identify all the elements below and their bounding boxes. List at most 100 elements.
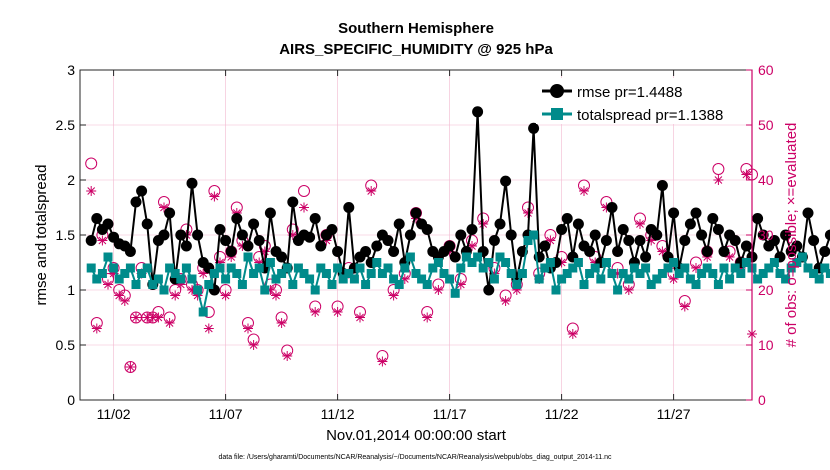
totalspread-point [523, 236, 533, 245]
totalspread-point [355, 263, 365, 273]
totalspread-point [176, 274, 186, 284]
totalspread-point [400, 263, 410, 273]
totalspread-point [467, 258, 477, 267]
rmse-point [740, 240, 752, 252]
rmse-point [589, 229, 601, 241]
y-left-tick-label: 2.5 [56, 117, 76, 133]
rmse-point [712, 224, 724, 235]
rmse-point [164, 207, 176, 219]
totalspread-point [590, 263, 600, 273]
rmse-point [572, 218, 584, 230]
obs-evaluated-point [203, 323, 214, 334]
totalspread-point [713, 280, 723, 289]
totalspread-point [114, 274, 124, 284]
y-left-tick-label: 0 [67, 392, 75, 408]
totalspread-point [534, 274, 544, 284]
totalspread-point [478, 263, 488, 273]
totalspread-point [372, 258, 382, 267]
rmse-point [802, 207, 814, 219]
totalspread-point [86, 263, 96, 273]
totalspread-point [607, 269, 617, 278]
rmse-point [253, 235, 265, 246]
rmse-point [141, 218, 153, 230]
rmse-point [388, 246, 400, 257]
totalspread-point [753, 274, 763, 284]
legend-label-rmse: rmse pr=1.4488 [577, 84, 682, 101]
rmse-point [248, 218, 260, 230]
totalspread-point [708, 269, 718, 278]
rmse-point [623, 235, 635, 246]
totalspread-point [691, 280, 701, 289]
y-right-tick-label: 40 [758, 172, 774, 188]
totalspread-point [473, 252, 483, 262]
rmse-point [780, 229, 792, 241]
totalspread-point [221, 274, 231, 284]
totalspread-point [506, 269, 516, 278]
y-left-tick-label: 2 [67, 172, 75, 188]
totalspread-point [680, 263, 690, 273]
rmse-point [600, 235, 612, 246]
rmse-point [326, 224, 338, 235]
obs-evaluated-point [713, 175, 724, 185]
totalspread-point [624, 274, 634, 284]
totalspread-point [445, 274, 455, 284]
obs-evaluated-point [741, 169, 752, 180]
obs-evaluated-point [276, 318, 287, 328]
totalspread-point [573, 258, 583, 267]
rmse-point [186, 177, 198, 189]
totalspread-point [495, 252, 505, 262]
rmse-point [640, 251, 652, 263]
totalspread-point [282, 263, 292, 273]
totalspread-point [769, 258, 779, 267]
rmse-point [158, 229, 170, 241]
totalspread-point [349, 274, 359, 284]
totalspread-point [825, 269, 830, 278]
totalspread-point [702, 263, 712, 273]
obs-evaluated-point [366, 186, 377, 196]
totalspread-point [153, 274, 163, 284]
legend-label-totalspread: totalspread pr=1.1388 [577, 107, 723, 124]
x-tick-label: 11/12 [321, 406, 355, 422]
rmse-point [236, 229, 248, 241]
rmse-point [819, 246, 830, 257]
totalspread-point [758, 269, 768, 278]
obs-evaluated-point [91, 323, 102, 334]
totalspread-point [226, 263, 236, 273]
obs-evaluated-point [248, 340, 259, 350]
totalspread-point [456, 263, 466, 273]
totalspread-point [674, 269, 684, 278]
totalspread-point [109, 263, 119, 273]
obs-evaluated-point [679, 301, 690, 312]
x-tick-label: 11/22 [545, 406, 579, 422]
totalspread-point [394, 280, 404, 289]
totalspread-point [254, 263, 264, 273]
data-file-footnote: data file: /Users/gharamti/Documents/NCA… [218, 454, 612, 461]
rmse-point [214, 224, 226, 235]
totalspread-point [685, 274, 695, 284]
totalspread-point [321, 269, 331, 278]
obs-evaluated-point [355, 312, 365, 323]
rmse-point [231, 213, 243, 224]
rmse-point [500, 175, 512, 187]
rmse-point [668, 207, 680, 219]
totalspread-point [97, 269, 107, 278]
totalspread-point [383, 263, 393, 273]
rmse-point [791, 240, 803, 252]
obs-evaluated-point [97, 235, 108, 246]
rmse-point [707, 213, 719, 224]
rmse-point [304, 231, 316, 243]
rmse-point [449, 251, 461, 263]
rmse-point [421, 224, 433, 235]
y-right-tick-label: 0 [758, 392, 766, 408]
x-tick-label: 11/17 [433, 406, 467, 422]
rmse-point [679, 235, 691, 246]
obs-evaluated-point [103, 279, 113, 290]
rmse-point [606, 202, 618, 213]
rmse-point [136, 185, 148, 197]
obs-evaluated-point [500, 296, 511, 306]
totalspread-point [181, 263, 191, 273]
totalspread-point [551, 285, 561, 295]
totalspread-point [433, 258, 443, 267]
x-tick-label: 11/27 [657, 406, 691, 422]
obs-evaluated-point [131, 312, 141, 323]
